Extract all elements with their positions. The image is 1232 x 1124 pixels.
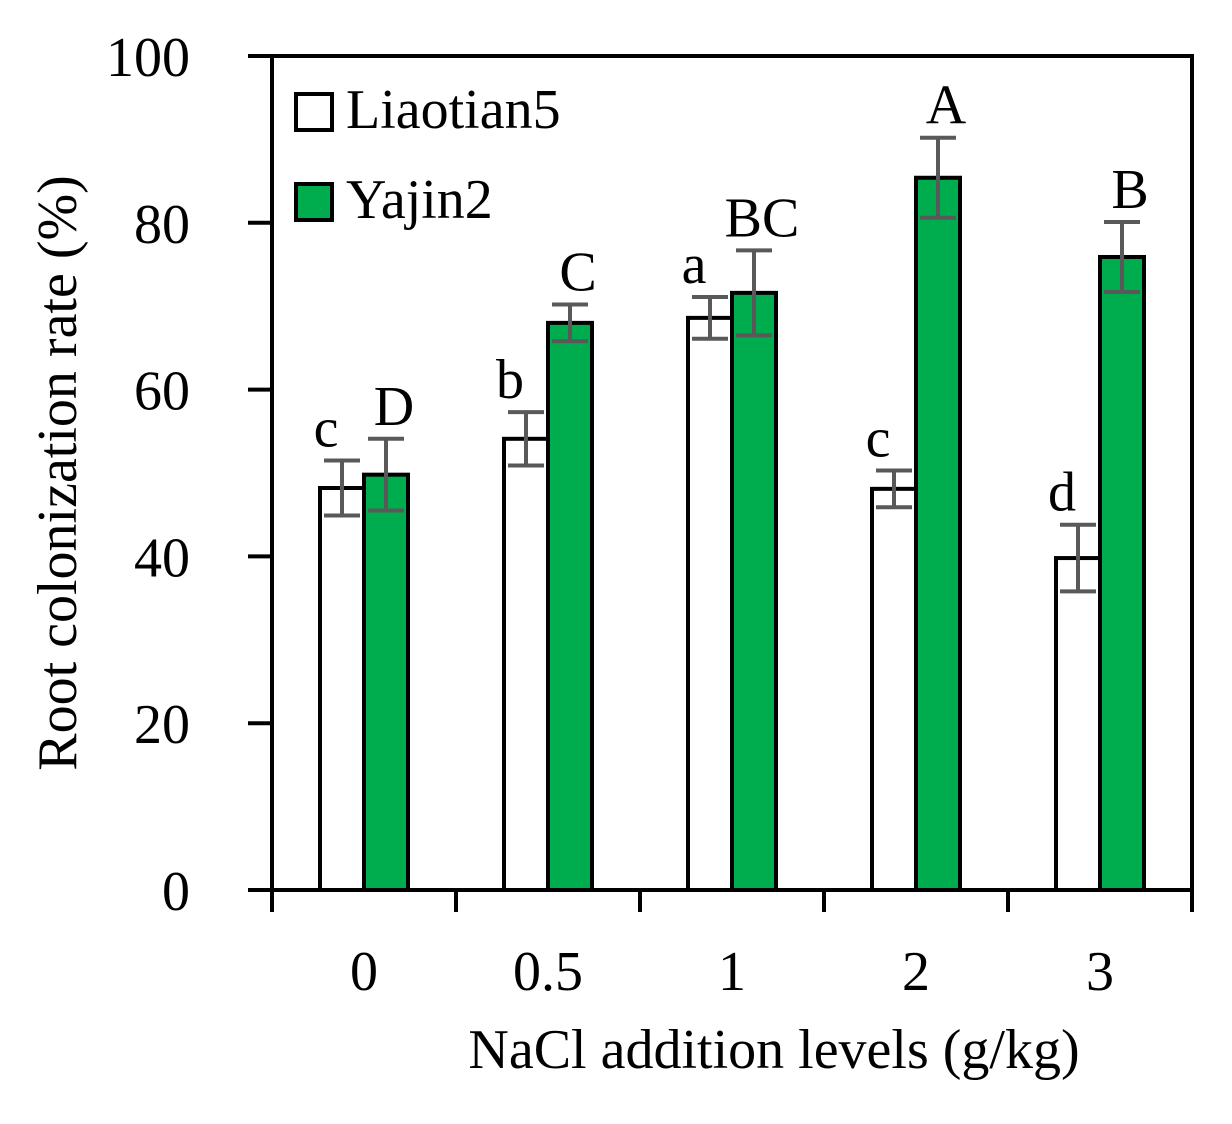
bar (686, 315, 734, 893)
x-tick-label: 1 (718, 941, 746, 1003)
x-tick-label: 0.5 (513, 941, 583, 1003)
bar (546, 320, 594, 892)
significance-label: D (374, 376, 414, 438)
error-bars (324, 135, 1140, 594)
bar (502, 436, 550, 892)
legend: Liaotian5 Yajin2 (294, 79, 561, 231)
significance-label: c (314, 397, 339, 459)
bar (318, 486, 366, 892)
bar (914, 175, 962, 893)
significance-labels: c b a c d D C BC A B (314, 75, 1149, 524)
legend-swatch (294, 182, 334, 222)
significance-label: C (559, 242, 596, 304)
bars (318, 175, 1146, 893)
bar (870, 486, 918, 892)
legend-swatch (294, 92, 334, 132)
bar (362, 472, 410, 892)
y-axis-label: Root colonization rate (%) (27, 175, 89, 771)
bar (1098, 254, 1146, 892)
legend-label: Yajin2 (346, 169, 493, 231)
significance-label: a (682, 234, 707, 296)
x-axis-label: NaCl addition levels (g/kg) (468, 1019, 1079, 1081)
legend-label: Liaotian5 (346, 79, 561, 141)
x-axis: 0 0.5 1 2 3 (270, 890, 1194, 1003)
y-tick-label: 40 (134, 527, 190, 589)
y-tick-label: 80 (134, 194, 190, 256)
significance-label: BC (725, 187, 800, 249)
y-tick-label: 60 (134, 361, 190, 423)
x-tick-label: 3 (1086, 941, 1114, 1003)
x-tick-label: 0 (350, 941, 378, 1003)
significance-label: c (866, 407, 891, 469)
y-tick-label: 20 (134, 694, 190, 756)
x-tick-label: 2 (902, 941, 930, 1003)
significance-label: A (926, 75, 967, 137)
bar (730, 290, 778, 892)
y-axis: 0 20 40 60 80 100 (106, 27, 272, 923)
y-tick-label: 0 (162, 861, 190, 923)
bar (1054, 556, 1102, 892)
significance-label: b (496, 349, 524, 411)
y-tick-label: 100 (106, 27, 190, 89)
significance-label: d (1048, 462, 1076, 524)
significance-label: B (1111, 159, 1148, 221)
